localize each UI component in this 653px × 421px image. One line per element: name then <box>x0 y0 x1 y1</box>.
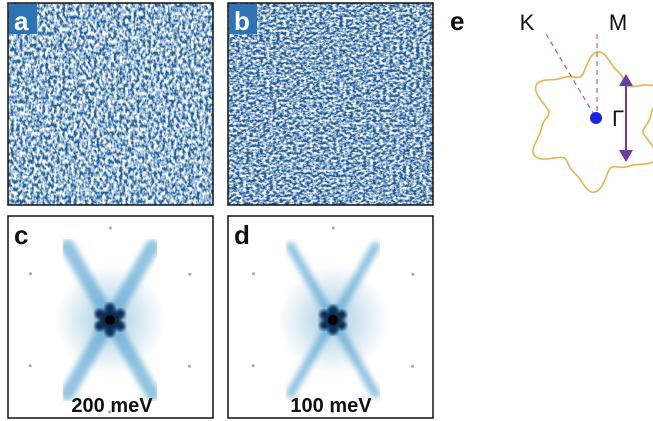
bragg-peak <box>411 273 414 276</box>
bragg-peak <box>332 227 335 230</box>
gamma-label: Γ <box>612 106 624 131</box>
energy-caption: 200 meV <box>71 395 153 417</box>
bragg-peak <box>252 364 255 367</box>
k-label: K <box>520 10 535 35</box>
panel-label: b <box>234 6 250 36</box>
bragg-peak <box>29 272 32 275</box>
k-direction <box>546 34 596 118</box>
bragg-peak <box>188 365 191 368</box>
gamma-point <box>590 112 602 124</box>
page: a b c 200 meV d 100 meV e K M Γ (() => {… <box>0 0 653 421</box>
m-label: M <box>609 10 627 35</box>
panel-label: c <box>14 220 28 250</box>
panel-label: a <box>14 6 29 36</box>
figure: a b c 200 meV d 100 meV e K M Γ <box>0 0 653 421</box>
stm-image <box>8 3 213 205</box>
bragg-peak <box>188 273 191 276</box>
panel-label: e <box>450 6 464 36</box>
bragg-peak <box>109 227 112 230</box>
energy-caption: 100 meV <box>290 395 372 417</box>
panel-label: d <box>234 220 250 250</box>
bragg-peak <box>252 272 255 275</box>
fft-core <box>105 315 115 325</box>
fft-core <box>328 315 338 325</box>
bragg-peak <box>411 365 414 368</box>
stm-image <box>228 3 433 205</box>
bragg-peak <box>29 364 32 367</box>
